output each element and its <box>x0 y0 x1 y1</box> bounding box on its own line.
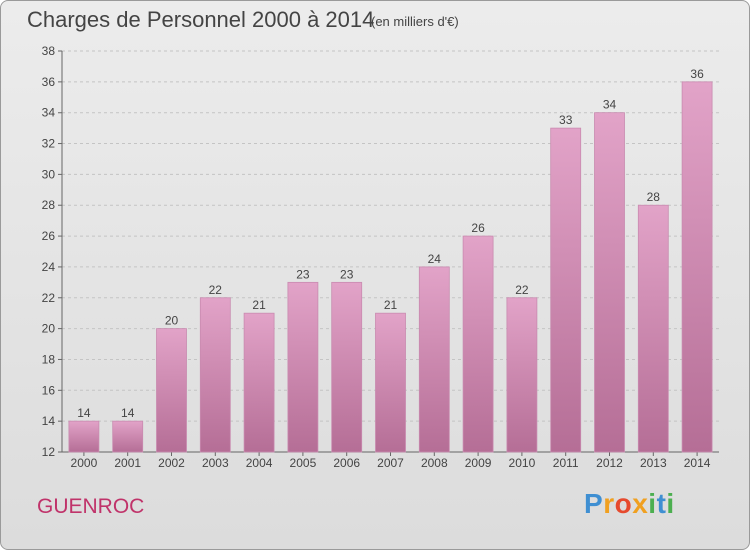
x-tick-label: 2011 <box>553 456 579 470</box>
y-tick-label: 16 <box>42 383 56 397</box>
logo-letter: t <box>656 488 667 519</box>
bar <box>331 282 362 452</box>
axes: 12 14 16 18 20 22 24 26 28 30 32 34 36 38 2000 2001 2002… <box>42 44 719 470</box>
y-tick-label: 38 <box>42 44 56 58</box>
y-tick-label: 36 <box>42 75 56 89</box>
bar-value-label: 22 <box>515 283 529 297</box>
bar-value-label: 20 <box>165 314 179 328</box>
bar-value-label: 34 <box>603 98 617 112</box>
x-tick-label: 2004 <box>246 456 273 470</box>
bar-value-label: 28 <box>647 190 661 204</box>
bar-outline <box>462 235 494 453</box>
bar-outline <box>331 281 363 453</box>
bar <box>463 236 494 452</box>
x-tick-label: 2009 <box>465 456 492 470</box>
bar-value-label: 26 <box>471 221 485 235</box>
x-tick-label: 2000 <box>71 456 98 470</box>
y-tick-label: 26 <box>42 229 56 243</box>
bar <box>112 421 143 452</box>
bar-outline <box>156 328 187 453</box>
chart-title: Charges de Personnel 2000 à 2014 <box>27 7 375 32</box>
bar-outline <box>681 81 713 453</box>
x-tick-label: 2013 <box>640 456 667 470</box>
y-tick-label: 32 <box>42 137 56 151</box>
bar-outline <box>68 420 100 453</box>
x-tick-label: 2014 <box>684 456 711 470</box>
bar <box>375 313 406 452</box>
logo-letter: o <box>614 488 633 519</box>
bar <box>682 81 713 452</box>
bar <box>200 297 231 452</box>
bar-outline <box>418 266 450 453</box>
bar-outline <box>112 420 144 453</box>
logo-letter: i <box>666 488 675 519</box>
bar <box>244 313 275 452</box>
logo-letter: P <box>584 488 604 519</box>
bar-value-label: 21 <box>384 298 398 312</box>
bar-value-label: 36 <box>690 67 704 81</box>
bar-value-label: 14 <box>77 406 91 420</box>
y-tick-label: 20 <box>42 322 56 336</box>
bar <box>594 112 625 452</box>
bar <box>550 128 581 452</box>
x-tick-label: 2010 <box>509 456 536 470</box>
commune-name: GUENROC <box>37 495 145 518</box>
logo-letter: x <box>632 488 649 519</box>
bar-value-label: 14 <box>121 406 135 420</box>
bar-outline <box>199 297 231 453</box>
bar-value-label: 22 <box>209 283 223 297</box>
y-tick-label: 14 <box>42 414 56 428</box>
bar-value-label: 24 <box>428 252 442 266</box>
bar-value-label: 23 <box>340 267 354 281</box>
bar-outline <box>243 312 275 453</box>
bar <box>156 328 187 452</box>
bar-outline <box>637 204 669 453</box>
bar-outline <box>287 281 319 453</box>
logo-letter: r <box>603 488 615 519</box>
bars <box>68 81 713 453</box>
x-tick-label: 2002 <box>158 456 185 470</box>
bar <box>287 282 318 452</box>
y-tick-label: 22 <box>42 291 56 305</box>
x-tick-label: 2005 <box>290 456 317 470</box>
proxiti-logo[interactable]: Proxiti <box>584 488 675 520</box>
bar-value-label: 21 <box>252 298 266 312</box>
bar <box>68 421 99 452</box>
y-tick-label: 28 <box>42 198 56 212</box>
x-tick-label: 2003 <box>202 456 229 470</box>
y-tick-label: 34 <box>42 106 56 120</box>
bar <box>419 266 450 452</box>
y-tick-label: 12 <box>42 445 56 459</box>
x-tick-label: 2008 <box>421 456 448 470</box>
y-tick-label: 18 <box>42 352 56 366</box>
x-tick-label: 2007 <box>377 456 404 470</box>
bar-value-label: 33 <box>559 113 573 127</box>
y-tick-label: 30 <box>42 167 56 181</box>
bar-outline <box>594 112 625 453</box>
x-tick-label: 2006 <box>333 456 360 470</box>
y-tick-label: 24 <box>42 260 56 274</box>
bar <box>638 205 669 452</box>
bar-outline <box>375 312 406 453</box>
x-tick-label: 2012 <box>596 456 623 470</box>
x-tick-label: 2001 <box>114 456 141 470</box>
bar-value-label: 23 <box>296 267 310 281</box>
chart-subtitle: (en milliers d'€) <box>371 14 459 29</box>
bar-outline <box>506 297 538 453</box>
labels: 14 14 20 22 21 23 23 21 24 26 22 33 34 28 36 <box>77 67 704 420</box>
bar-outline <box>550 127 582 453</box>
bar <box>506 297 537 452</box>
logo-letter: i <box>648 488 657 519</box>
